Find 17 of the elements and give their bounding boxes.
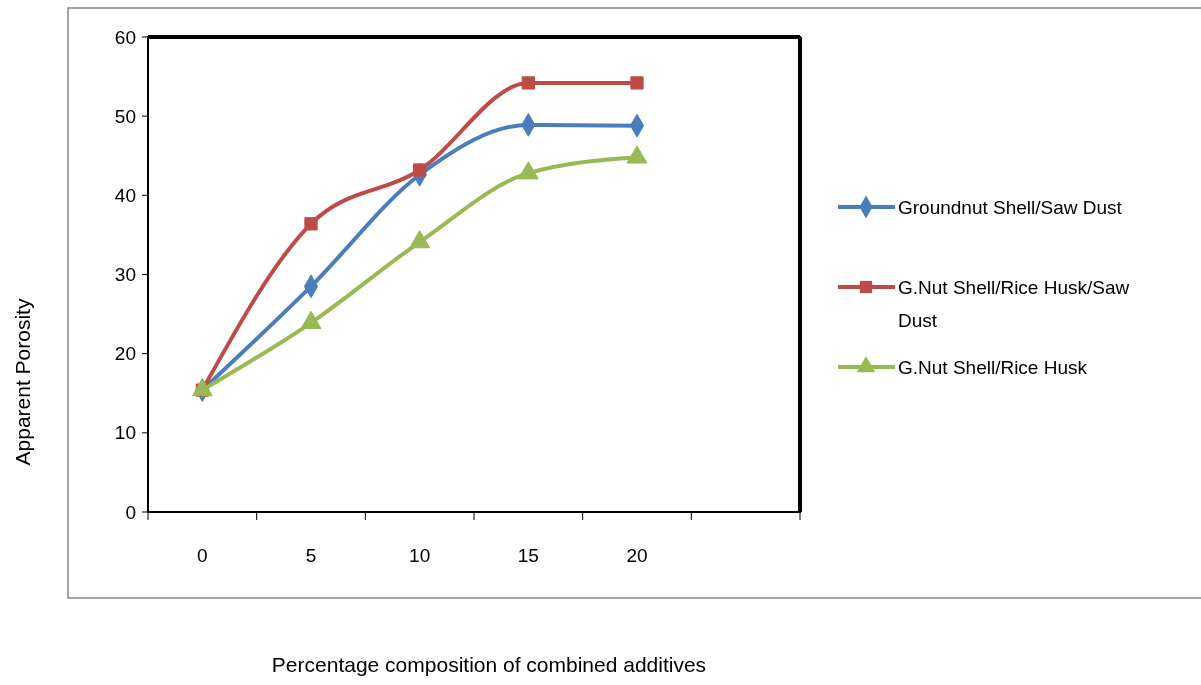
y-tick-label: 60 xyxy=(114,26,136,48)
x-axis-title: Percentage composition of combined additives xyxy=(271,653,707,676)
legend-label: Groundnut Shell/Saw Dust xyxy=(898,196,1123,218)
y-axis-title: Apparent Porosity xyxy=(11,298,34,466)
y-tick-label: 0 xyxy=(125,501,136,523)
y-tick-label: 20 xyxy=(114,343,136,365)
x-tick-label: 15 xyxy=(517,545,539,566)
y-tick-label: 30 xyxy=(114,264,136,286)
x-tick-label: 5 xyxy=(305,545,317,566)
y-tick-label: 10 xyxy=(114,422,136,444)
legend-label: G.Nut Shell/Rice Husk/Saw Dust xyxy=(898,276,1130,331)
x-tick-label: 10 xyxy=(409,545,431,566)
x-tick-label: 0 xyxy=(197,545,208,566)
y-tick-label: 40 xyxy=(114,184,136,206)
x-tick-label: 20 xyxy=(626,545,648,566)
y-tick-label: 50 xyxy=(114,105,136,127)
legend-label: G.Nut Shell/Rice Husk xyxy=(898,356,1088,378)
